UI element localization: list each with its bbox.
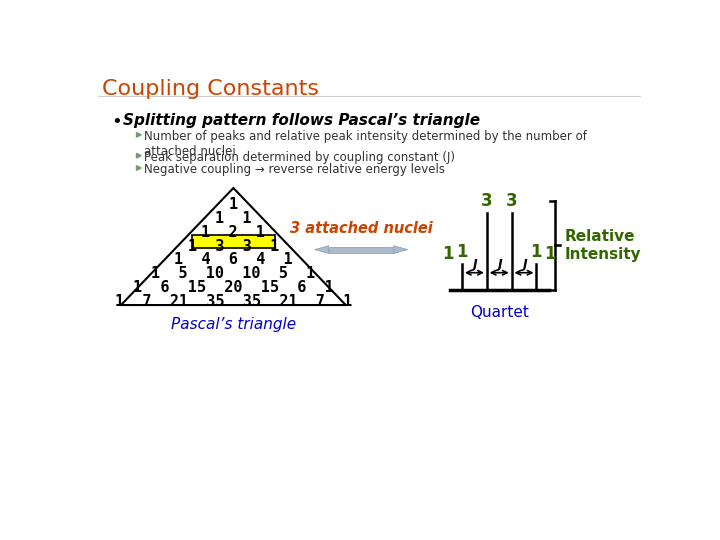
Polygon shape — [394, 246, 408, 253]
Text: Number of peaks and relative peak intensity determined by the number of
attached: Number of peaks and relative peak intens… — [144, 130, 587, 158]
Text: 1: 1 — [442, 245, 454, 262]
Text: Coupling Constants: Coupling Constants — [102, 79, 319, 99]
Polygon shape — [137, 132, 141, 137]
Text: 1  3  3  1: 1 3 3 1 — [188, 239, 279, 253]
Bar — [329, 247, 394, 253]
Text: 1  5  10  10  5  1: 1 5 10 10 5 1 — [151, 266, 315, 281]
Text: 3 attached nuclei: 3 attached nuclei — [290, 221, 433, 236]
Text: 1  7  21  35  35  21  7  1: 1 7 21 35 35 21 7 1 — [114, 294, 352, 308]
Text: •: • — [112, 112, 122, 131]
Polygon shape — [315, 246, 329, 253]
Text: Splitting pattern follows Pascal’s triangle: Splitting pattern follows Pascal’s trian… — [122, 112, 480, 127]
Text: 3: 3 — [505, 192, 518, 210]
Bar — [192, 235, 275, 248]
Text: Peak separation determined by coupling constant (J): Peak separation determined by coupling c… — [144, 151, 455, 164]
Polygon shape — [137, 166, 141, 170]
Text: 1  1: 1 1 — [215, 211, 251, 226]
Text: J: J — [522, 258, 526, 271]
Text: Relative
Intensity: Relative Intensity — [564, 229, 641, 261]
Text: J: J — [497, 258, 502, 271]
Text: Negative coupling → reverse relative energy levels: Negative coupling → reverse relative ene… — [144, 164, 445, 177]
Text: 1  6  15  20  15  6  1: 1 6 15 20 15 6 1 — [133, 280, 334, 295]
Polygon shape — [137, 153, 141, 158]
Text: 1: 1 — [544, 245, 556, 262]
Text: Pascal’s triangle: Pascal’s triangle — [171, 316, 296, 332]
Text: 1: 1 — [229, 197, 238, 212]
Text: J: J — [472, 258, 477, 271]
Text: Quartet: Quartet — [469, 305, 528, 320]
Text: 1  2  1: 1 2 1 — [202, 225, 265, 240]
Text: 1: 1 — [456, 243, 468, 261]
Text: 3: 3 — [481, 192, 492, 210]
Text: 1  4  6  4  1: 1 4 6 4 1 — [174, 252, 293, 267]
Text: 1: 1 — [531, 243, 542, 261]
